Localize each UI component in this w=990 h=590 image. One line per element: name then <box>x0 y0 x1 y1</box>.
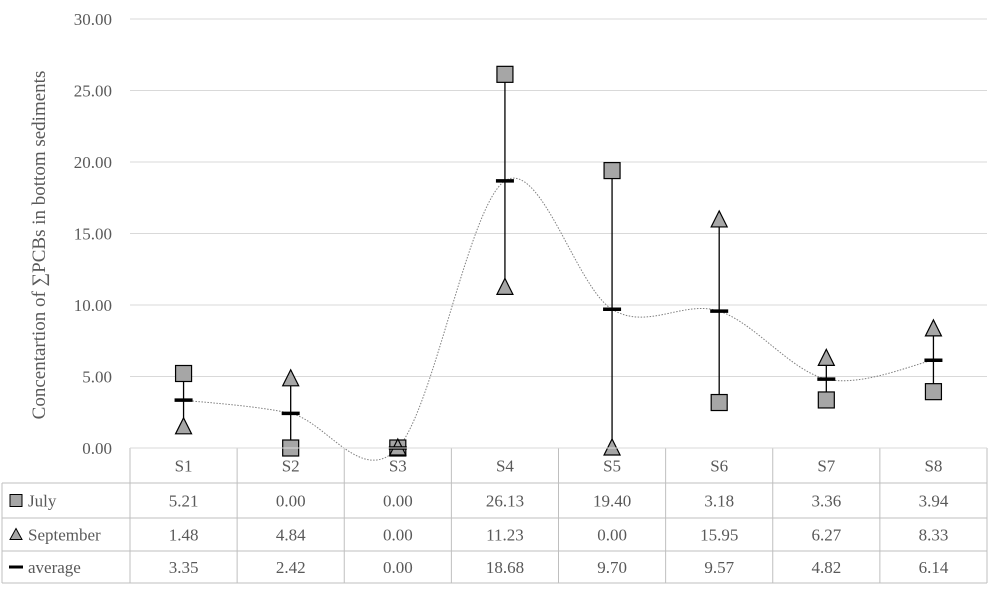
category-label: S8 <box>924 457 942 476</box>
september-marker <box>817 347 836 366</box>
y-tick-label: 15.00 <box>74 225 112 244</box>
y-tick-label: 20.00 <box>74 153 112 172</box>
table-cell: 19.40 <box>593 492 631 511</box>
july-marker <box>496 65 514 83</box>
category-label: S6 <box>710 457 728 476</box>
y-axis-label: Concentartion of ∑PCBs in bottom sedimen… <box>29 71 50 420</box>
category-label: S2 <box>282 457 300 476</box>
table-cell: 0.00 <box>383 526 413 545</box>
y-tick-label: 0.00 <box>82 439 112 458</box>
september-marker <box>924 318 943 337</box>
september-marker <box>603 437 622 456</box>
table-cell: 5.21 <box>169 492 199 511</box>
september-marker <box>174 416 193 435</box>
y-tick-label: 25.00 <box>74 82 112 101</box>
table-cell: 15.95 <box>700 526 738 545</box>
july-marker <box>817 391 835 409</box>
table-cell: 3.94 <box>919 492 949 511</box>
september-marker <box>281 368 300 387</box>
table-cell: 18.68 <box>486 558 524 577</box>
table-cell: 26.13 <box>486 492 524 511</box>
table-cell: 0.00 <box>383 558 413 577</box>
grid-layer: 0.00 5.00 10.00 15.00 20.00 25.00 30.00 <box>74 10 987 458</box>
trendline <box>183 177 934 461</box>
july-marker <box>710 393 728 412</box>
category-label: S4 <box>496 457 514 476</box>
table-cell: 0.00 <box>276 492 306 511</box>
table-cell: 2.42 <box>276 558 306 577</box>
category-label: S7 <box>817 457 835 476</box>
marker-layer <box>174 65 943 457</box>
september-marker <box>495 277 514 296</box>
table-cell: 9.70 <box>597 558 627 577</box>
july-marker <box>924 383 943 401</box>
table-cell: 3.18 <box>704 492 734 511</box>
table-cell: 1.48 <box>169 526 199 545</box>
series-name-label: average <box>28 558 81 577</box>
september-marker <box>710 209 729 228</box>
table-cell: 3.36 <box>811 492 841 511</box>
category-label: S3 <box>389 457 407 476</box>
y-tick-label: 5.00 <box>82 368 112 387</box>
table-cell: 3.35 <box>169 558 199 577</box>
table-cell: 6.27 <box>811 526 841 545</box>
category-label: S1 <box>175 457 193 476</box>
series-name-label: July <box>28 492 57 511</box>
y-tick-label: 30.00 <box>74 10 112 29</box>
table-cell: 11.23 <box>486 526 524 545</box>
data-table: S1 S2 S3 S4 S5 S6 S7 S8 July 5.21 0.00 0.00 26.13 19.… <box>1 447 988 584</box>
table-cell: 8.33 <box>919 526 949 545</box>
legend-key-july <box>9 494 23 507</box>
table-cell: 6.14 <box>919 558 949 577</box>
table-cell: 4.84 <box>276 526 306 545</box>
table-cell: 0.00 <box>383 492 413 511</box>
table-cell: 0.00 <box>597 526 627 545</box>
trend-layer <box>183 177 934 461</box>
y-tick-label: 10.00 <box>74 296 112 315</box>
series-name-label: September <box>28 526 101 545</box>
legend-key-september <box>9 527 23 540</box>
july-marker <box>174 364 193 383</box>
table-cell: 4.82 <box>811 558 841 577</box>
july-marker <box>603 161 621 180</box>
category-label: S5 <box>603 457 621 476</box>
table-cell: 9.57 <box>704 558 734 577</box>
